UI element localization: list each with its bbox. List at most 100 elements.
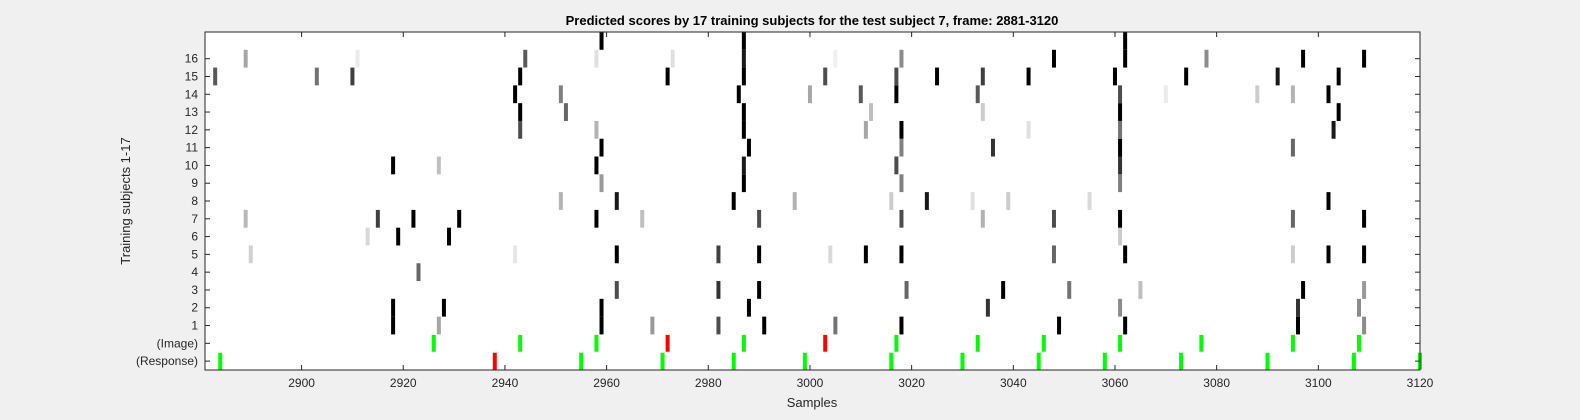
- score-cell: [1295, 316, 1300, 335]
- score-cell: [894, 67, 899, 86]
- score-cell: [391, 316, 396, 335]
- y-tick-label: 16: [185, 52, 199, 66]
- score-cell: [599, 298, 604, 317]
- score-cell: [416, 263, 421, 282]
- score-cell: [436, 156, 441, 175]
- score-cell: [1118, 120, 1123, 139]
- score-cell: [792, 192, 797, 210]
- score-cell: [614, 245, 619, 264]
- y-tick-label: 6: [191, 230, 198, 244]
- score-cell: [858, 85, 863, 104]
- score-cell: [1301, 49, 1306, 68]
- score-cell: [746, 298, 751, 317]
- score-cell: [1362, 245, 1367, 264]
- y-tick-label: 11: [186, 141, 199, 155]
- score-cell: [741, 32, 746, 50]
- image-marker: [894, 334, 899, 352]
- score-cell: [868, 103, 873, 121]
- response-marker: [579, 352, 584, 370]
- y-tick-label: 3: [191, 283, 198, 297]
- score-cell: [731, 192, 736, 210]
- response-marker: [1036, 352, 1041, 370]
- score-cell: [640, 209, 645, 228]
- score-cell: [396, 227, 401, 246]
- y-tick-label: 5: [191, 247, 198, 261]
- y-tick-label: 12: [185, 123, 199, 137]
- score-cell: [513, 245, 518, 264]
- response-marker: [218, 352, 223, 370]
- image-marker: [1199, 334, 1204, 352]
- score-cell: [1001, 281, 1006, 299]
- score-cell: [757, 209, 762, 228]
- image-marker: [975, 334, 980, 352]
- score-cell: [904, 281, 909, 299]
- score-cell: [1006, 192, 1011, 210]
- score-cell: [757, 281, 762, 299]
- score-cell: [899, 138, 904, 157]
- score-cell: [741, 156, 746, 175]
- score-cell: [1051, 209, 1056, 228]
- score-cell: [1118, 156, 1123, 175]
- score-cell: [1295, 298, 1300, 317]
- score-cell: [1290, 245, 1295, 264]
- response-marker: [1179, 352, 1184, 370]
- y-tick-label: 7: [191, 212, 198, 226]
- score-cell: [594, 209, 599, 228]
- score-cell: [823, 67, 828, 86]
- score-cell: [894, 156, 899, 175]
- score-cell: [599, 316, 604, 335]
- score-cell: [1336, 103, 1341, 121]
- cells-layer: [213, 32, 1422, 370]
- score-cell: [518, 120, 523, 139]
- score-cell: [889, 192, 894, 210]
- score-cell: [1357, 298, 1361, 317]
- x-tick-label: 2940: [492, 376, 519, 390]
- score-cell: [411, 209, 416, 228]
- response-marker: [889, 352, 894, 370]
- score-cell: [457, 209, 462, 228]
- score-cell: [1290, 85, 1295, 104]
- score-cell: [975, 85, 980, 104]
- score-cell: [558, 85, 563, 104]
- score-cell: [599, 174, 604, 193]
- score-cell: [594, 49, 599, 68]
- score-cell: [1051, 49, 1056, 68]
- score-cell: [1331, 120, 1336, 139]
- score-cell: [614, 281, 619, 299]
- score-cell: [899, 174, 904, 193]
- score-cell: [716, 316, 721, 335]
- score-cell: [375, 209, 380, 228]
- score-cell: [1123, 245, 1128, 264]
- score-cell: [716, 281, 721, 299]
- score-cell: [741, 120, 746, 139]
- image-marker: [665, 334, 670, 352]
- score-cell: [1118, 85, 1123, 104]
- score-cell: [757, 245, 762, 264]
- score-cell: [833, 316, 838, 335]
- x-tick-label: 3100: [1305, 376, 1332, 390]
- response-marker: [660, 352, 665, 370]
- x-tick-label: 3080: [1203, 376, 1230, 390]
- x-tick-label: 3120: [1407, 376, 1434, 390]
- score-cell: [436, 316, 441, 335]
- y-tick-label: 15: [185, 69, 199, 83]
- score-cell: [1204, 49, 1209, 68]
- x-tick-label: 3040: [1000, 376, 1027, 390]
- y-tick-label: 9: [191, 176, 198, 190]
- score-cell: [1362, 209, 1367, 228]
- score-cell: [1362, 49, 1367, 68]
- score-cell: [391, 156, 396, 175]
- score-cell: [1290, 209, 1295, 228]
- image-marker: [1290, 334, 1295, 352]
- x-tick-label: 2980: [695, 376, 722, 390]
- score-cell: [899, 245, 904, 264]
- plot-area: [205, 32, 1420, 370]
- x-tick-label: 3020: [898, 376, 925, 390]
- score-cell: [990, 138, 995, 157]
- score-cell: [1118, 174, 1123, 193]
- score-cell: [807, 85, 812, 104]
- score-cell: [741, 49, 746, 68]
- score-cell: [1026, 120, 1031, 139]
- score-cell: [1026, 67, 1031, 86]
